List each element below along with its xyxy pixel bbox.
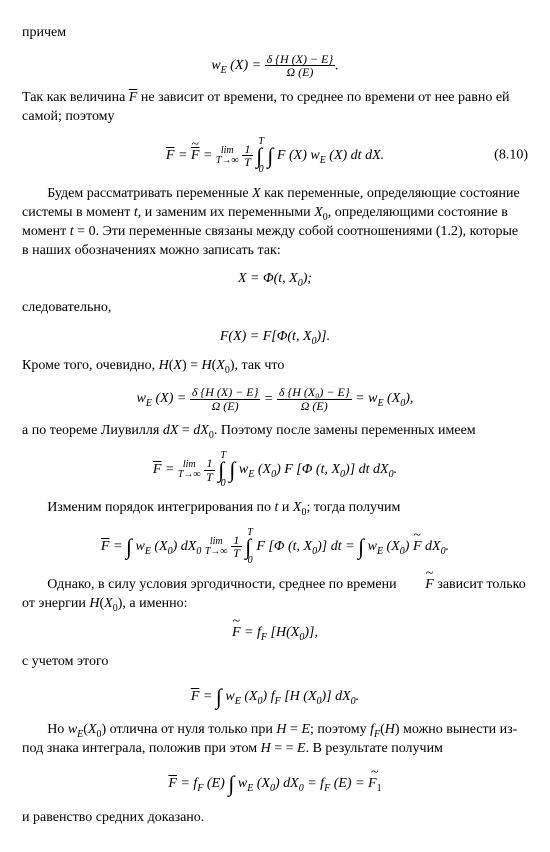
equation-9: F = ∫ wE (X0) fF [H (X0)] dX0.: [22, 682, 528, 712]
sym-Ftilde: F: [232, 624, 241, 643]
int-limits: T0: [220, 451, 226, 489]
lim-block: limT→∞: [178, 460, 201, 480]
equation-7: F = ∫ wE (X0) dX0 limT→∞ 1T ∫T0 F [Φ (t,…: [22, 528, 528, 566]
paragraph: Кроме того, очевидно, H(X) = H(X0), так …: [22, 357, 528, 376]
eq-frac: δ {H (X) − E}Ω (E): [190, 386, 261, 412]
equation-8: F = fF [H(X0)],: [22, 624, 528, 643]
equation-1: wE (X) = δ {H (X) − E} Ω (E) .: [22, 53, 528, 79]
text: Однако, в силу условия эргодичности, сре…: [22, 577, 526, 611]
text: Так как величина F не зависит от времени…: [22, 90, 510, 124]
text: а по теореме Лиувилля dX = dX0. Поэтому …: [22, 423, 476, 438]
integral-icon: ∫: [229, 457, 235, 482]
sym-Fbar: F: [168, 776, 177, 791]
sym-F-double: F: [191, 147, 200, 166]
sym-Fbar: F: [191, 689, 200, 704]
paragraph: Но wE(X0) отлична от нуля только при H =…: [22, 721, 528, 759]
lim-block: limT→∞: [216, 146, 239, 166]
equation-3: X = Φ(t, X0);: [22, 270, 528, 289]
text: Но wE(X0) отлична от нуля только при H =…: [22, 722, 517, 756]
text: Изменим порядок интегрирования по t и X0…: [47, 500, 400, 515]
text: с учетом этого: [22, 654, 108, 669]
eq-body: = fF [H(X0)],: [241, 625, 318, 640]
text: причем: [22, 25, 66, 40]
integrand: wE (X0) F [Φ (t, X0)] dt dX0.: [239, 462, 397, 477]
eq-mid: =: [264, 391, 277, 406]
integral-icon: ∫: [358, 534, 364, 559]
int-limits: T0: [247, 528, 253, 566]
sym-Fbar: F: [153, 462, 162, 477]
paragraph: Так как величина F не зависит от времени…: [22, 89, 528, 127]
equation-5: wE (X) = δ {H (X) − E}Ω (E) = δ {H (X₀) …: [22, 386, 528, 412]
equation-4: F(X) = F[Φ(t, X0)].: [22, 328, 528, 347]
eq-frac: δ {H (X₀) − E}Ω (E): [277, 386, 352, 412]
integral-icon: ∫: [267, 143, 273, 168]
eq-body: F(X) = F[Φ(t, X0)].: [220, 329, 330, 344]
paragraph: следовательно,: [22, 299, 528, 318]
paragraph: Однако, в силу условия эргодичности, сре…: [22, 576, 528, 614]
integrand: F (X) wE (X) dt dX.: [277, 148, 384, 163]
text: следовательно,: [22, 300, 111, 315]
eq-frac: 1T: [242, 143, 253, 169]
eq-lhs: wE (X) =: [137, 391, 190, 406]
integral-icon: ∫: [216, 684, 222, 709]
eq-frac: δ {H (X) − E} Ω (E): [265, 53, 336, 79]
paragraph: причем: [22, 24, 528, 43]
sym-Fbar: F: [101, 539, 110, 554]
eq-part: wE (X0) dX0: [135, 539, 204, 554]
eq-part: wE (X0) F dX0.: [368, 539, 449, 554]
paragraph: Будем рассматривать переменные X как пер…: [22, 185, 528, 261]
eq-part: F [Φ (t, X0)] dt =: [256, 539, 358, 554]
int-limits: T0: [258, 137, 264, 175]
lim-block: limT→∞: [205, 537, 228, 557]
eq-frac: 1T: [204, 457, 215, 483]
integral-icon: ∫: [228, 771, 234, 796]
paragraph: Изменим порядок интегрирования по t и X0…: [22, 499, 528, 518]
paragraph: а по теореме Лиувилля dX = dX0. Поэтому …: [22, 422, 528, 441]
equation-number: (8.10): [494, 146, 528, 165]
sym-Fbar: F: [166, 148, 175, 163]
text: Будем рассматривать переменные X как пер…: [22, 186, 520, 258]
eq-rhs: = wE (X0),: [355, 391, 413, 406]
eq-lhs: wE (X) =: [211, 58, 264, 73]
frac-den: Ω (E): [265, 66, 336, 79]
paragraph: с учетом этого: [22, 653, 528, 672]
eq-frac: 1T: [231, 534, 242, 560]
text: и равенство средних доказано.: [22, 810, 204, 825]
eq-body: wE (X0) fF [H (X0)] dX0.: [225, 689, 359, 704]
eq-body: wE (X0) dX0 = fF (E) = F1: [238, 776, 382, 791]
integral-icon: ∫: [126, 534, 132, 559]
text: Кроме того, очевидно, H(X) = H(X0), так …: [22, 358, 284, 373]
paragraph: и равенство средних доказано.: [22, 809, 528, 828]
equation-10: F = fF (E) ∫ wE (X0) dX0 = fF (E) = F1: [22, 769, 528, 799]
equation-2: F = F = limT→∞ 1T ∫T0 ∫ F (X) wE (X) dt …: [22, 137, 528, 175]
eq-tail: .: [335, 58, 339, 73]
eq-body: X = Φ(t, X0);: [238, 271, 312, 286]
frac-num: δ {H (X) − E}: [265, 53, 336, 67]
equation-6: F = limT→∞ 1T ∫T0 ∫ wE (X0) F [Φ (t, X0)…: [22, 451, 528, 489]
